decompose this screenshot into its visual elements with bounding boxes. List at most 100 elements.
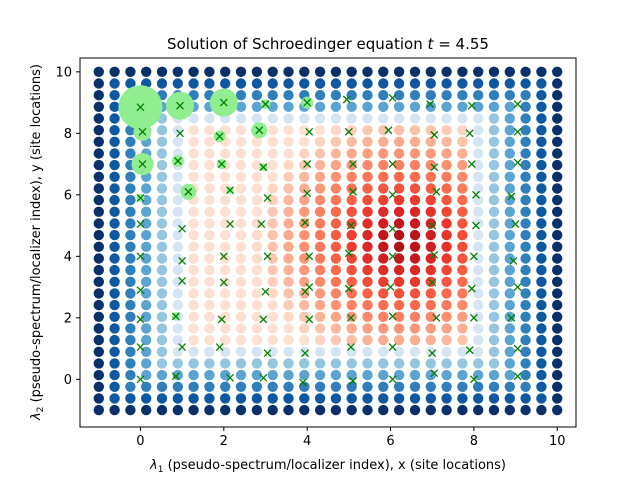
spectrum-point xyxy=(283,264,294,276)
spectrum-point xyxy=(204,311,215,322)
site-marker xyxy=(344,249,353,258)
site-marker xyxy=(469,375,478,384)
spectrum-point xyxy=(125,276,136,287)
site-marker-stroke xyxy=(263,252,272,261)
spectrum-point xyxy=(520,381,531,392)
spectrum-point xyxy=(109,393,120,404)
spectrum-point xyxy=(109,369,120,381)
spectrum-point xyxy=(441,183,452,194)
spectrum-point xyxy=(172,334,183,346)
spectrum-point xyxy=(141,346,152,357)
site-marker-stroke xyxy=(219,252,228,261)
spectrum-point xyxy=(441,369,452,381)
spectrum-point xyxy=(552,369,563,381)
spectrum-point xyxy=(188,113,199,124)
spectrum-point xyxy=(141,264,152,276)
spectrum-point xyxy=(330,194,342,206)
spectrum-point xyxy=(520,148,531,159)
spectrum-point xyxy=(346,229,357,241)
site-marker xyxy=(428,349,437,358)
site-marker-stroke xyxy=(178,224,187,233)
spectrum-point xyxy=(235,381,247,392)
spectrum-point xyxy=(125,229,136,241)
site-marker-stroke xyxy=(303,189,312,198)
spectrum-point xyxy=(409,113,421,124)
site-marker xyxy=(430,130,439,139)
spectrum-point xyxy=(536,346,547,357)
spectrum-point xyxy=(473,288,484,299)
spectrum-point xyxy=(251,369,263,381)
spectrum-point xyxy=(299,241,310,252)
spectrum-point xyxy=(441,101,452,113)
spectrum-point xyxy=(488,369,500,381)
site-marker-stroke xyxy=(386,283,395,292)
spectrum-point xyxy=(156,194,168,206)
spectrum-point xyxy=(220,229,231,241)
site-marker xyxy=(388,312,397,321)
site-marker-stroke xyxy=(303,160,312,169)
spectrum-point xyxy=(330,136,342,147)
spectrum-point xyxy=(457,241,468,252)
site-marker xyxy=(303,160,312,169)
spectrum-point xyxy=(473,334,484,346)
site-marker xyxy=(388,224,397,233)
spectrum-point xyxy=(552,358,563,369)
spectrum-point xyxy=(93,358,105,369)
spectrum-point xyxy=(267,218,278,229)
site-marker-stroke xyxy=(176,101,184,110)
spectrum-point xyxy=(536,171,547,182)
spectrum-point xyxy=(536,159,547,171)
spectrum-point xyxy=(457,171,468,182)
spectrum-point xyxy=(188,159,199,171)
x-tick-label: 4 xyxy=(303,434,311,449)
spectrum-point xyxy=(536,218,547,229)
site-marker-stroke xyxy=(178,256,187,265)
spectrum-point xyxy=(267,66,278,78)
site-marker-stroke xyxy=(388,312,397,321)
spectrum-point xyxy=(314,311,326,322)
spectrum-point xyxy=(552,253,563,264)
spectrum-point xyxy=(235,206,247,217)
spectrum-point xyxy=(188,381,199,392)
spectrum-point xyxy=(188,253,199,264)
spectrum-point xyxy=(283,171,294,182)
spectrum-point xyxy=(552,206,563,217)
y-axis-label-sub: 2 xyxy=(36,407,46,413)
spectrum-point xyxy=(267,334,278,346)
site-marker-stroke xyxy=(472,221,480,230)
spectrum-point xyxy=(362,404,373,416)
spectrum-point xyxy=(204,125,215,136)
spectrum-point xyxy=(93,276,105,287)
spectrum-point xyxy=(125,346,136,357)
spectrum-point xyxy=(251,78,263,89)
spectrum-point xyxy=(488,101,500,113)
spectrum-point xyxy=(299,393,310,404)
spectrum-point xyxy=(488,264,500,276)
spectrum-point xyxy=(314,346,326,357)
spectrum-point xyxy=(188,241,199,252)
spectrum-point xyxy=(109,183,120,194)
site-marker xyxy=(388,252,397,261)
spectrum-point xyxy=(504,136,515,147)
spectrum-point xyxy=(330,171,342,182)
spectrum-point xyxy=(504,148,515,159)
spectrum-point xyxy=(93,264,105,276)
spectrum-point xyxy=(93,381,105,392)
spectrum-point xyxy=(536,264,547,276)
spectrum-point xyxy=(536,276,547,287)
spectrum-point xyxy=(488,393,500,404)
spectrum-point xyxy=(141,311,152,322)
spectrum-point xyxy=(488,218,500,229)
spectrum-point xyxy=(314,194,326,206)
spectrum-point xyxy=(235,369,247,381)
y-tick-label: 2 xyxy=(64,311,72,326)
spectrum-point xyxy=(204,229,215,241)
spectrum-point xyxy=(393,369,405,381)
site-marker xyxy=(178,276,187,285)
spectrum-point xyxy=(441,148,452,159)
spectrum-point xyxy=(283,369,294,381)
spectrum-point xyxy=(251,264,263,276)
spectrum-point xyxy=(220,323,231,334)
spectrum-point xyxy=(172,299,183,311)
site-marker-stroke xyxy=(136,286,145,295)
